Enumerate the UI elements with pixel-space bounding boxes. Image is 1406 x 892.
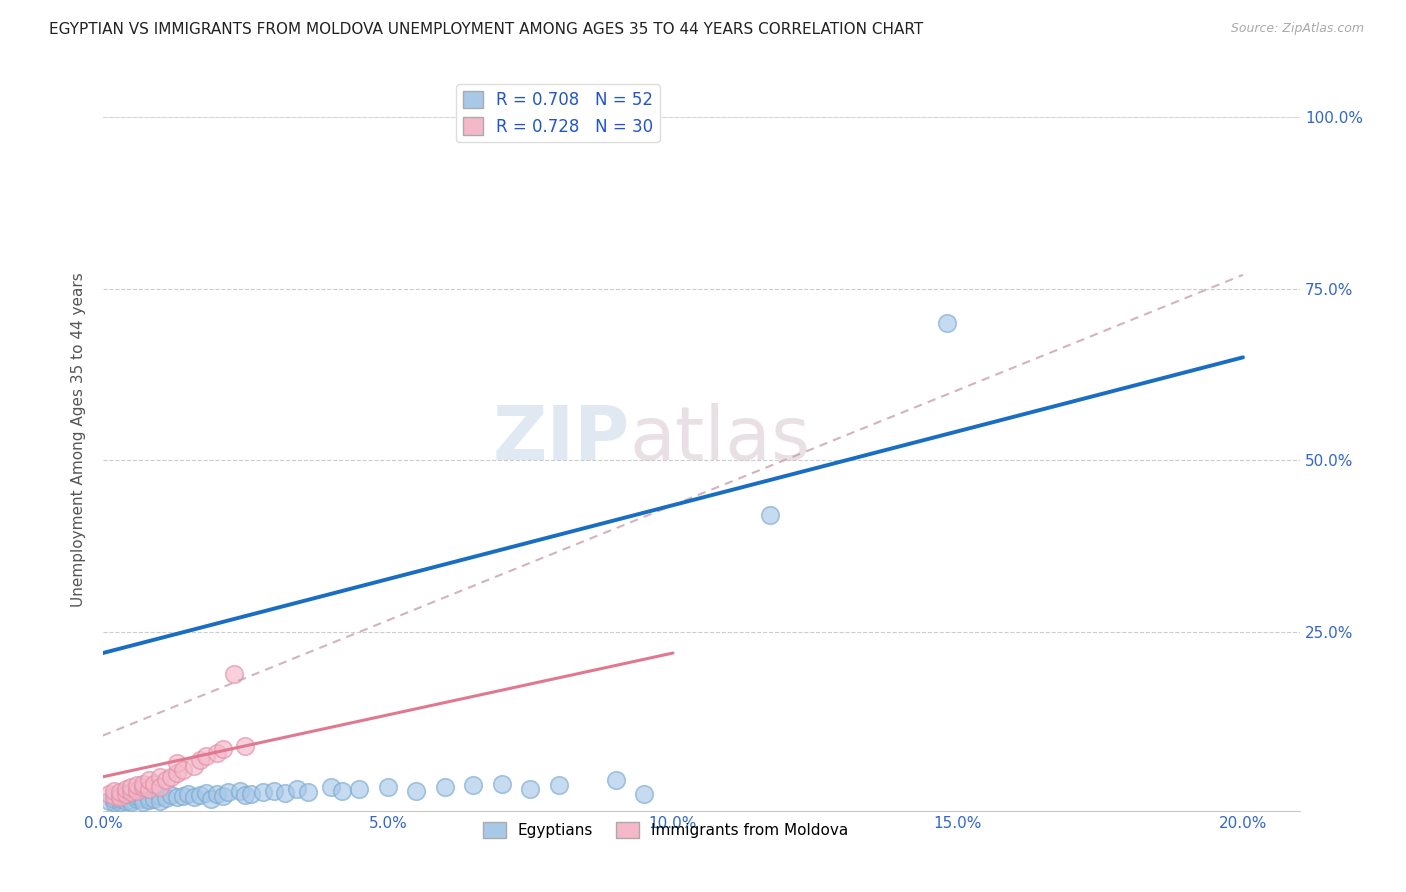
Point [103,795,125,809]
Point [194,786,217,800]
Point [240,787,263,801]
Point [127,778,149,792]
Point [138,790,160,805]
Point [114,790,136,805]
Point [149,780,172,794]
Point [138,793,160,807]
Y-axis label: Unemployment Among Ages 35 to 44 years: Unemployment Among Ages 35 to 44 years [72,272,86,607]
Point [149,770,172,784]
Text: ZIP: ZIP [492,403,630,476]
Point [166,766,188,780]
Legend: Egyptians, Immigrants from Moldova: Egyptians, Immigrants from Moldova [477,815,855,845]
Point [222,666,245,681]
Point [211,742,233,756]
Point [149,794,172,808]
Point [127,792,149,806]
Point [319,780,342,794]
Point [217,785,239,799]
Text: Source: ZipAtlas.com: Source: ZipAtlas.com [1230,22,1364,36]
Point [633,787,655,801]
Point [103,783,125,797]
Point [138,782,160,797]
Point [172,763,194,777]
Point [138,773,160,788]
Point [263,783,285,797]
Point [155,791,177,805]
Point [143,777,166,791]
Point [172,789,194,803]
Point [935,316,957,330]
Point [297,785,319,799]
Point [120,793,142,807]
Point [108,792,131,806]
Point [114,782,136,797]
Point [132,795,155,809]
Point [463,778,485,792]
Point [120,795,142,809]
Point [200,792,222,806]
Point [349,782,371,797]
Point [108,790,131,805]
Point [127,783,149,797]
Point [127,789,149,803]
Point [519,782,541,797]
Point [194,749,217,764]
Point [114,794,136,808]
Point [433,780,456,794]
Point [211,789,233,803]
Point [103,789,125,803]
Point [97,787,120,801]
Point [205,746,228,760]
Point [285,782,308,797]
Point [103,792,125,806]
Point [177,787,200,801]
Point [120,785,142,799]
Point [491,777,513,791]
Point [205,787,228,801]
Point [330,783,353,797]
Point [120,780,142,794]
Point [188,753,211,767]
Point [548,778,571,792]
Point [132,777,155,791]
Point [235,739,257,753]
Point [166,756,188,770]
Point [759,508,782,523]
Point [183,759,205,773]
Point [377,780,399,794]
Point [149,789,172,803]
Point [166,790,188,805]
Text: EGYPTIAN VS IMMIGRANTS FROM MOLDOVA UNEMPLOYMENT AMONG AGES 35 TO 44 YEARS CORRE: EGYPTIAN VS IMMIGRANTS FROM MOLDOVA UNEM… [49,22,924,37]
Point [132,780,155,794]
Point [143,792,166,806]
Point [183,790,205,805]
Point [405,783,427,797]
Point [160,770,183,784]
Point [235,788,257,802]
Point [114,787,136,801]
Point [605,773,627,788]
Point [252,785,274,799]
Point [108,785,131,799]
Point [228,783,250,797]
Point [108,795,131,809]
Point [132,792,155,806]
Point [97,794,120,808]
Point [188,789,211,803]
Point [274,786,297,800]
Point [155,773,177,788]
Text: atlas: atlas [630,403,811,476]
Point [160,788,183,802]
